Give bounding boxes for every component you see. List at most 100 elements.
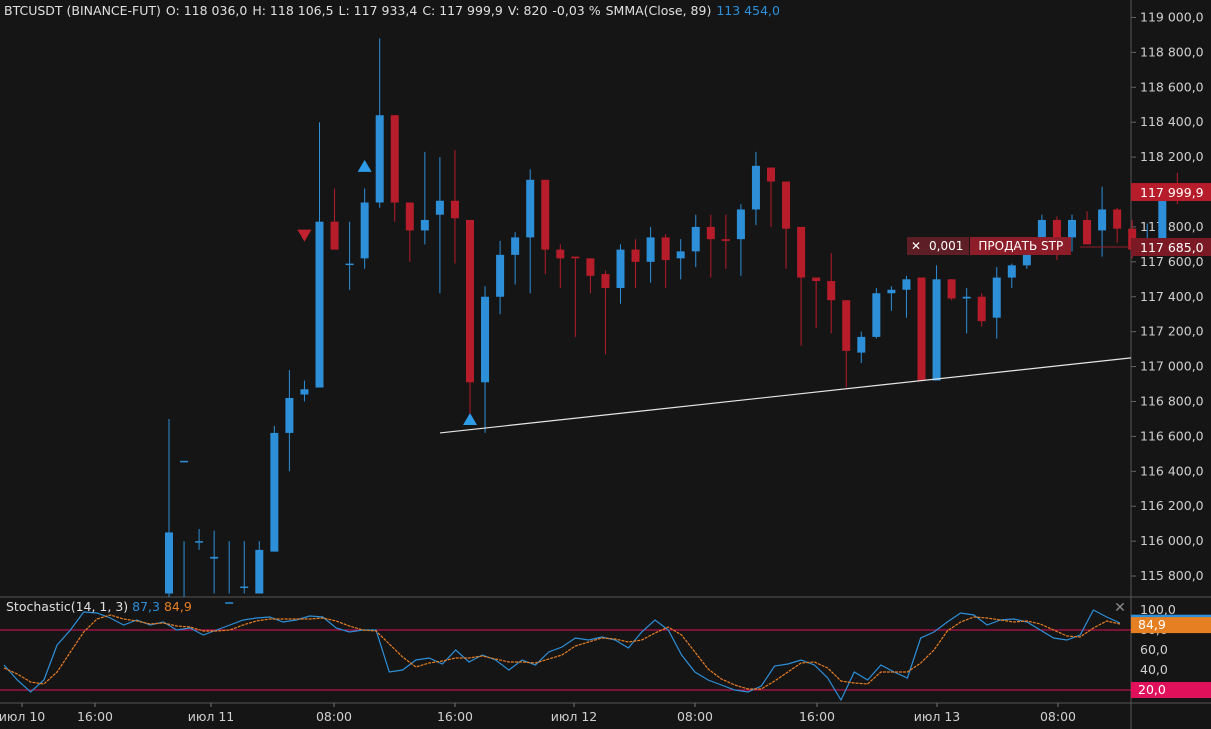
sell-stop-order-button[interactable]: ПРОДАТЬ STP bbox=[970, 237, 1072, 255]
candle-body bbox=[375, 115, 384, 203]
stochastic-k-line bbox=[3, 609, 1121, 702]
stochastic-low-level-tag bbox=[1131, 682, 1211, 698]
candle-body bbox=[782, 181, 791, 229]
candle-body bbox=[917, 277, 926, 381]
candle-body bbox=[300, 389, 309, 395]
last-price-label: 117 999,9 bbox=[1140, 185, 1204, 200]
candle-body bbox=[195, 541, 204, 543]
candle-body bbox=[210, 556, 219, 559]
candle-body bbox=[330, 221, 339, 250]
price-axis-label: 116 800,0 bbox=[1140, 393, 1204, 408]
price-axis-label: 118 800,0 bbox=[1140, 44, 1204, 59]
candle-body bbox=[315, 221, 324, 388]
symbol-label[interactable]: BTCUSDT (BINANCE-FUT) bbox=[4, 3, 161, 18]
stochastic-k-value: 87,3 bbox=[132, 599, 160, 614]
candle-body bbox=[1083, 219, 1092, 245]
candle-body bbox=[827, 281, 836, 301]
candle-body bbox=[586, 258, 595, 276]
price-axis-label: 116 400,0 bbox=[1140, 463, 1204, 478]
stochastic-d-tag bbox=[1131, 617, 1211, 634]
candle-body bbox=[526, 179, 535, 238]
candle-body bbox=[255, 549, 264, 594]
candle-body bbox=[240, 586, 249, 589]
close-indicator-icon[interactable]: ✕ bbox=[1114, 600, 1126, 616]
candle-body bbox=[360, 202, 369, 259]
candle-body bbox=[872, 293, 881, 337]
order-price-tag bbox=[1131, 238, 1211, 257]
candle-body bbox=[1037, 219, 1046, 247]
candle-body bbox=[1022, 246, 1031, 266]
stochastic-title[interactable]: Stochastic(14, 1, 3) bbox=[6, 599, 129, 614]
price-axis-label: 116 200,0 bbox=[1140, 498, 1204, 513]
price-axis-label: 116 000,0 bbox=[1140, 533, 1204, 548]
price-axis-label: 118 600,0 bbox=[1140, 79, 1204, 94]
candle-body bbox=[541, 179, 550, 250]
candle-body bbox=[225, 602, 234, 604]
order-widget[interactable]: ✕ 0,001 ПРОДАТЬ STP bbox=[907, 237, 1072, 255]
candle-body bbox=[1068, 219, 1076, 238]
price-axis-label: 117 200,0 bbox=[1140, 324, 1204, 339]
candle-body bbox=[180, 460, 189, 463]
candle-body bbox=[435, 200, 444, 215]
candle-body bbox=[165, 532, 173, 594]
time-axis-label: 08:00 bbox=[1040, 709, 1076, 724]
candle-body bbox=[797, 226, 806, 278]
candle-body bbox=[646, 237, 655, 262]
candle-body bbox=[556, 249, 565, 259]
candle-body bbox=[571, 256, 580, 259]
stochastic-d-value: 84,9 bbox=[163, 599, 192, 614]
candle-body bbox=[842, 300, 851, 351]
candle-body bbox=[812, 277, 821, 282]
price-axis-label: 117 000,0 bbox=[1140, 359, 1204, 374]
time-axis-label: июл 10 bbox=[0, 709, 45, 724]
indicator-label[interactable]: SMMA(Close, 89) bbox=[605, 3, 712, 18]
buy-signal-arrow-icon bbox=[357, 159, 372, 172]
candle-body bbox=[947, 279, 956, 299]
time-axis-label: 16:00 bbox=[799, 709, 835, 724]
candle-body bbox=[676, 251, 685, 259]
close-icon[interactable]: ✕ bbox=[907, 237, 925, 255]
time-axis-label: июл 11 bbox=[188, 709, 235, 724]
price-axis-label: 115 800,0 bbox=[1140, 568, 1204, 583]
candle-body bbox=[405, 202, 414, 231]
candle-body bbox=[420, 219, 429, 231]
candle-body bbox=[1158, 188, 1167, 245]
low-value: L: 117 933,4 bbox=[338, 3, 418, 18]
candle-body bbox=[751, 165, 760, 210]
candle-body bbox=[691, 226, 700, 252]
candle-body bbox=[285, 398, 294, 433]
price-axis-label: 118 200,0 bbox=[1140, 149, 1204, 164]
time-axis-label: 16:00 bbox=[77, 709, 113, 724]
candle-body bbox=[857, 336, 866, 353]
candle-body bbox=[932, 279, 941, 381]
candle-body bbox=[601, 274, 610, 289]
time-axis-label: 16:00 bbox=[437, 709, 473, 724]
price-axis-label: 118 400,0 bbox=[1140, 114, 1204, 129]
candle-body bbox=[345, 263, 354, 266]
candle-body bbox=[887, 289, 896, 294]
candle-body bbox=[992, 277, 1001, 318]
candle-body bbox=[977, 296, 986, 322]
close-value: C: 117 999,9 bbox=[422, 3, 503, 18]
last-price-tag bbox=[1131, 183, 1211, 202]
candle-body bbox=[1007, 265, 1016, 278]
time-axis-label: июл 13 bbox=[914, 709, 961, 724]
order-quantity[interactable]: 0,001 bbox=[925, 237, 970, 255]
trendline bbox=[439, 357, 1132, 434]
time-axis-label: 08:00 bbox=[316, 709, 352, 724]
time-axis-label: июл 12 bbox=[551, 709, 598, 724]
candle-body bbox=[1113, 209, 1122, 229]
price-axis-label: 117 800,0 bbox=[1140, 219, 1204, 234]
candle-body bbox=[721, 239, 730, 241]
time-axis-label: 08:00 bbox=[677, 709, 713, 724]
candle-body bbox=[270, 432, 279, 552]
price-axis-label: 117 600,0 bbox=[1140, 254, 1204, 269]
high-value: H: 118 106,5 bbox=[252, 3, 334, 18]
stochastic-low-level-tag-label: 20,0 bbox=[1138, 682, 1166, 697]
candle-body bbox=[616, 249, 625, 289]
sell-signal-arrow-icon bbox=[297, 229, 312, 242]
volume-value: V: 820 bbox=[507, 3, 548, 18]
stochastic-d-tag-label: 84,9 bbox=[1138, 617, 1166, 632]
